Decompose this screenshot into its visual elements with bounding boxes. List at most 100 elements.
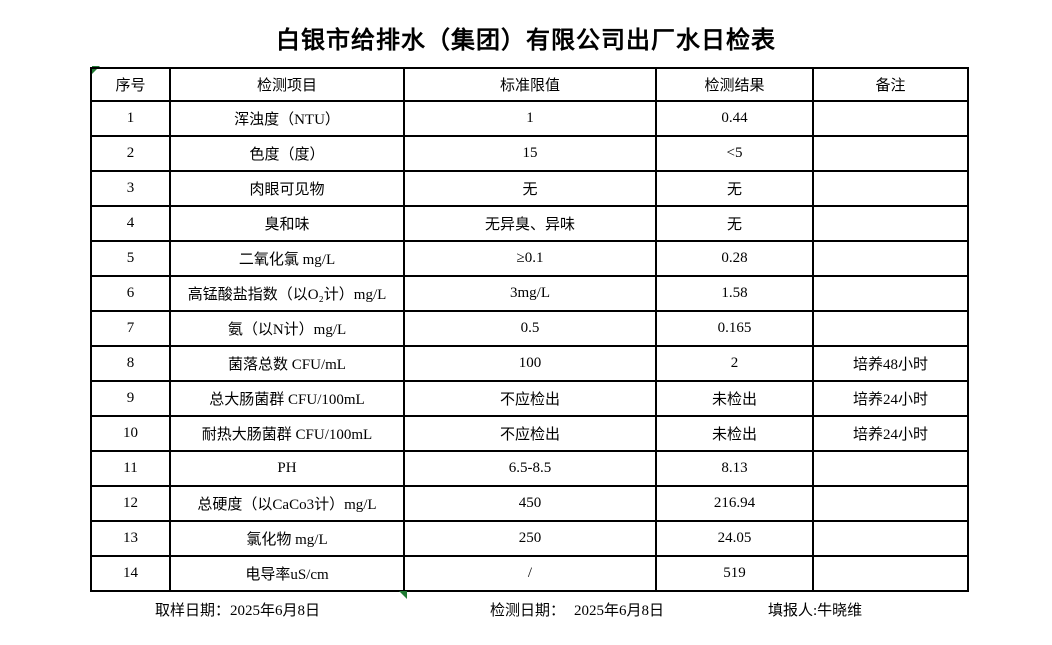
test-date-value: 2025年6月8日 [574, 603, 665, 619]
table-cell: 氨（以N计）mg/L [169, 310, 405, 347]
sampling-date-value: 2025年6月8日 [230, 603, 321, 619]
table-cell: 无 [655, 170, 814, 207]
table-cell [812, 100, 969, 137]
table-cell: 耐热大肠菌群 CFU/100mL [169, 415, 405, 452]
table-cell: 0.5 [403, 310, 657, 347]
table-cell: <5 [655, 135, 814, 172]
table-cell: 培养24小时 [812, 380, 969, 417]
table-cell: 6.5-8.5 [403, 450, 657, 487]
table-cell: 肉眼可见物 [169, 170, 405, 207]
table-row: 2 色度（度） 15 <5 [90, 135, 969, 172]
test-date: 检测日期： 2025年6月8日 [490, 599, 664, 620]
table-row: 14 电导率uS/cm/519 [90, 555, 969, 592]
reporter-label: 填报人: [768, 603, 818, 619]
table-cell: 0.165 [655, 310, 814, 347]
table-cell: 2 [655, 345, 814, 382]
table-cell: 1 [90, 100, 171, 137]
table-cell: 12 [90, 485, 171, 522]
table-cell [812, 135, 969, 172]
table-row: 3 肉眼可见物无无 [90, 170, 969, 207]
table-row: 11 PH 6.5-8.5 8.13 [90, 450, 969, 487]
table-cell: 8 [90, 345, 171, 382]
table-cell: 无 [655, 205, 814, 242]
table-cell: 电导率uS/cm [169, 555, 405, 592]
table-cell: 1 [403, 100, 657, 137]
table-cell [812, 310, 969, 347]
table-cell: 1.58 [655, 275, 814, 312]
table-cell: 250 [403, 520, 657, 557]
table-row: 7 氨（以N计）mg/L 0.5 0.165 [90, 310, 969, 347]
table-cell: 11 [90, 450, 171, 487]
table-cell: 3 [90, 170, 171, 207]
table-row: 10 耐热大肠菌群 CFU/100mL 不应检出 未检出 培养24小时 [90, 415, 969, 452]
reporter-value: 牛晓维 [817, 603, 863, 619]
table-header-row: 序号 检测项目 标准限值 检测结果 备注 [90, 67, 969, 102]
table-cell: 5 [90, 240, 171, 277]
table-cell: 6 [90, 275, 171, 312]
table-cell: 培养48小时 [812, 345, 969, 382]
table-row: 13 氯化物 mg/L 250 24.05 [90, 520, 969, 557]
table-row: 1 浑浊度（NTU） 1 0.44 [90, 100, 969, 137]
inspection-table: 序号 检测项目 标准限值 检测结果 备注 1 浑浊度（NTU） 1 0.44 2 色度（度… [90, 67, 969, 592]
table-cell: 3mg/L [403, 275, 657, 312]
table-cell: 未检出 [655, 415, 814, 452]
table-cell: 13 [90, 520, 171, 557]
table-cell: 450 [403, 485, 657, 522]
table-cell [812, 240, 969, 277]
table-cell: 无异臭、异味 [403, 205, 657, 242]
table-cell [812, 520, 969, 557]
reporter: 填报人:牛晓维 [768, 599, 862, 620]
table-row: 12 总硬度（以CaCo3计）mg/L 450 216.94 [90, 485, 969, 522]
test-date-label: 检测日期： [490, 603, 566, 619]
sampling-date: 取样日期：2025年6月8日 [155, 599, 320, 620]
table-cell [812, 170, 969, 207]
table-cell: 0.44 [655, 100, 814, 137]
table-cell: 培养24小时 [812, 415, 969, 452]
table-cell: 4 [90, 205, 171, 242]
table-cell: ≥0.1 [403, 240, 657, 277]
table-cell: 无 [403, 170, 657, 207]
table-cell: 15 [403, 135, 657, 172]
header-cell-result: 检测结果 [655, 67, 814, 102]
table-cell [812, 555, 969, 592]
inspection-table-body: 1 浑浊度（NTU） 1 0.44 2 色度（度） 15 <5 3 肉眼可见物无无 4 臭和味 无异臭、… [90, 100, 969, 592]
table-cell: 不应检出 [403, 380, 657, 417]
table-cell: 臭和味 [169, 205, 405, 242]
table-cell: 二氧化氯 mg/L [169, 240, 405, 277]
table-cell: 高锰酸盐指数（以O₂计）mg/L [169, 275, 405, 312]
table-row: 4 臭和味 无异臭、异味无 [90, 205, 969, 242]
table-cell: 未检出 [655, 380, 814, 417]
table-cell: 216.94 [655, 485, 814, 522]
table-cell: 色度（度） [169, 135, 405, 172]
table-cell [812, 485, 969, 522]
table-cell [812, 275, 969, 312]
sampling-date-label: 取样日期： [155, 603, 231, 619]
header-cell-item: 检测项目 [169, 67, 405, 102]
table-cell [812, 205, 969, 242]
table-cell: 总硬度（以CaCo3计）mg/L [169, 485, 405, 522]
table-cell: 519 [655, 555, 814, 592]
page-title: 白银市给排水（集团）有限公司出厂水日检表 [276, 28, 776, 54]
header-cell-index: 序号 [90, 67, 171, 102]
green-bottom-triangle-icon [399, 591, 407, 599]
table-cell: 0.28 [655, 240, 814, 277]
header-cell-limit: 标准限值 [403, 67, 657, 102]
table-cell: 10 [90, 415, 171, 452]
table-cell: 浑浊度（NTU） [169, 100, 405, 137]
table-cell: 总大肠菌群 CFU/100mL [169, 380, 405, 417]
table-cell: 菌落总数 CFU/mL [169, 345, 405, 382]
table-cell: 不应检出 [403, 415, 657, 452]
table-row: 9 总大肠菌群 CFU/100mL 不应检出 未检出 培养24小时 [90, 380, 969, 417]
table-cell: 氯化物 mg/L [169, 520, 405, 557]
table-cell: 9 [90, 380, 171, 417]
header-cell-remarks: 备注 [812, 67, 969, 102]
table-row: 5 二氧化氯 mg/L ≥0.1 0.28 [90, 240, 969, 277]
table-cell: / [403, 555, 657, 592]
table-cell: 100 [403, 345, 657, 382]
table-cell [812, 450, 969, 487]
table-cell: 8.13 [655, 450, 814, 487]
table-cell: 14 [90, 555, 171, 592]
table-row: 6 高锰酸盐指数（以O₂计）mg/L 3mg/L 1.58 [90, 275, 969, 312]
table-cell: 2 [90, 135, 171, 172]
table-cell: 7 [90, 310, 171, 347]
